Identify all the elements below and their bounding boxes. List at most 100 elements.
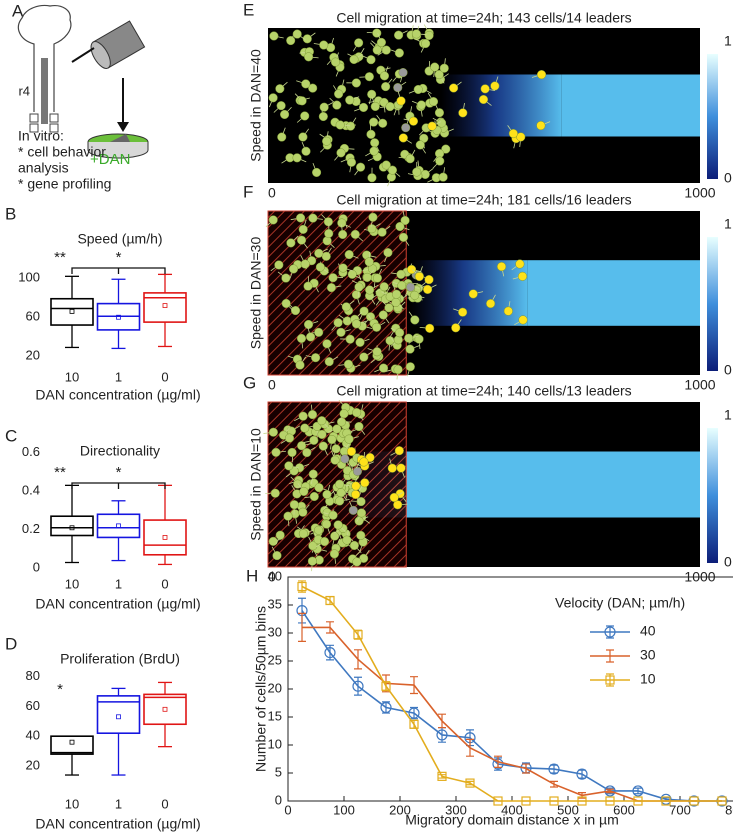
cell [415,272,424,281]
panel-a: A r4 +DAN In vitro: * cell behavior anal… [12,1,148,191]
cell [286,36,295,45]
cell [299,133,308,142]
cell [314,328,323,337]
cell [356,338,365,347]
cell [316,263,325,272]
note: In vitro: [18,128,64,144]
y-axis-label: Speed in DAN=30 [248,237,264,350]
cell [368,173,377,182]
cell [360,478,369,487]
cell [359,103,368,112]
cell [350,541,359,550]
cell [314,526,323,535]
cell [356,163,365,172]
cell [412,30,421,39]
cell [397,464,406,473]
cell [343,317,352,326]
cell [285,462,294,471]
cell [322,520,331,529]
x-tick-label: 0 [161,576,168,591]
cell [344,360,353,369]
x-tick-label: 10 [65,796,79,811]
cell [309,214,318,223]
cell [395,49,404,58]
cell [451,323,460,332]
cell [380,282,389,291]
chemoattractant [402,452,700,518]
cell [388,166,397,175]
cell [373,46,382,55]
colorbar-tick-label: 0 [724,362,732,378]
y-tick-label: 10 [268,736,282,751]
cell [290,500,299,509]
r4-region [41,58,48,124]
series-line [302,587,722,801]
x-tick-label: 700 [669,802,691,817]
x-tick-label: 1 [115,576,122,591]
x-axis-label: DAN concentration (µg/ml) [35,596,200,612]
x-tick-label: 1000 [684,185,715,201]
cell [406,345,415,354]
panel-label: G [243,373,256,392]
y-tick-label: 20 [268,680,282,695]
cell [282,299,291,308]
cell [367,55,376,64]
y-axis-label: Number of cells/50µm bins [253,606,269,772]
y-tick-label: 30 [268,624,282,639]
arrow-head [117,122,129,132]
panel-label: F [243,182,253,201]
cell [319,112,328,121]
cell [303,448,312,457]
cell [497,262,506,271]
cell [355,283,364,292]
cell [298,97,307,106]
series-line [302,611,722,801]
cell [335,480,344,489]
significance-bracket [72,483,165,489]
series-line [302,627,722,801]
cell [410,291,419,300]
cell [390,493,399,502]
cell [350,55,359,64]
cell [411,316,420,325]
cell [352,79,361,88]
cell [299,225,308,234]
cell [329,273,338,282]
error-bar [354,650,362,669]
cell [373,347,382,356]
panel-label: C [5,426,17,445]
cell [276,531,285,540]
y-tick-label: 40 [26,728,40,743]
cell [308,557,317,566]
cell [345,435,354,444]
chemoattractant [562,75,700,137]
cell [282,274,291,283]
cell [428,122,437,131]
cell [386,102,395,111]
cell [318,430,327,439]
x-tick-label: 0 [284,802,291,817]
y-tick-label: 0.2 [22,521,40,536]
y-tick-label: 0.4 [22,483,40,498]
cell [385,303,394,312]
cell [342,303,351,312]
cell [416,141,425,150]
cell [285,434,294,443]
cell [435,108,444,117]
x-axis-label: DAN concentration (µg/ml) [35,387,200,403]
mean-marker [163,535,167,539]
cell [365,286,374,295]
cell [288,448,297,457]
chart-title: Cell migration at time=24h; 140 cells/13… [336,383,631,399]
cell [311,353,320,362]
cell [421,170,430,179]
explant [87,21,144,71]
cell [330,550,339,559]
cell [516,260,525,269]
cell [301,260,310,269]
cell [317,416,326,425]
somite [30,114,38,122]
cell [323,339,332,348]
y-tick-label: 100 [18,270,40,285]
